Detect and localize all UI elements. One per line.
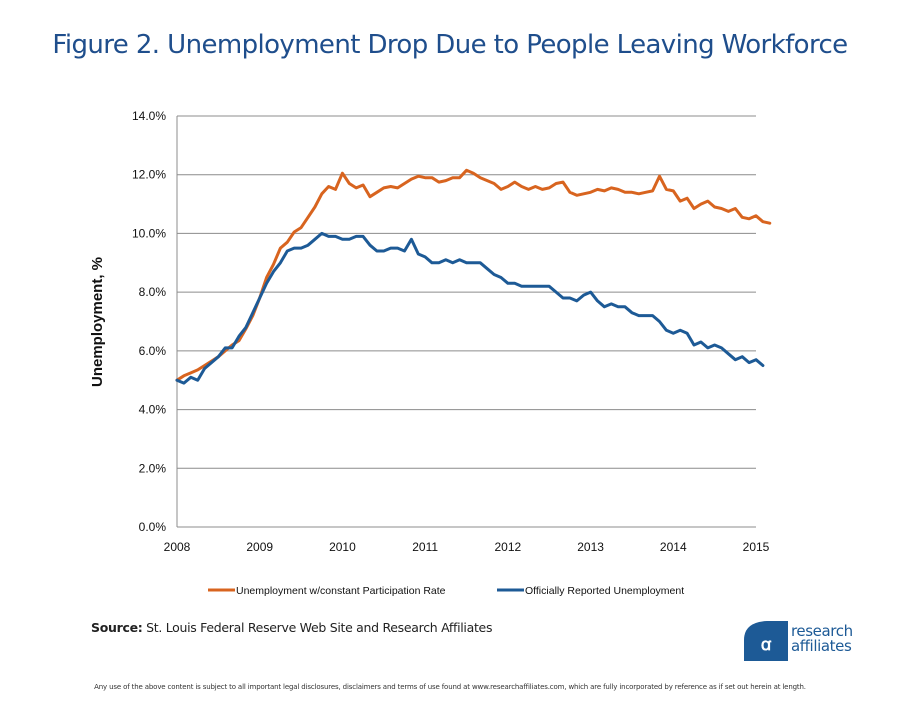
- y-tick-label: 8.0%: [139, 285, 167, 299]
- y-tick-label: 12.0%: [132, 168, 166, 182]
- legal-disclaimer: Any use of the above content is subject …: [94, 683, 806, 691]
- x-tick-label: 2014: [660, 540, 687, 554]
- y-tick-label: 4.0%: [139, 403, 167, 417]
- logo-line-1: research: [791, 622, 853, 640]
- y-tick-label: 14.0%: [132, 109, 166, 123]
- x-tick-label: 2013: [577, 540, 604, 554]
- x-axis-ticks: 2008 2009 2010 2011 2012 2013 2014 2015: [164, 540, 770, 554]
- y-tick-label: 6.0%: [139, 344, 167, 358]
- x-tick-label: 2010: [329, 540, 356, 554]
- series-lines: [175, 168, 772, 385]
- y-tick-label: 10.0%: [132, 226, 166, 240]
- legend-label: Unemployment w/constant Participation Ra…: [236, 585, 446, 597]
- x-tick-label: 2011: [412, 540, 438, 554]
- series-line-constant-participation: [175, 168, 772, 382]
- logo-line-2: affiliates: [791, 637, 852, 655]
- legend-item: Unemployment w/constant Participation Ra…: [208, 585, 446, 597]
- research-affiliates-logo: ꭤ research affiliates: [742, 620, 872, 662]
- y-axis-label: Unemployment, %: [89, 257, 106, 387]
- legend: Unemployment w/constant Participation Ra…: [208, 585, 684, 597]
- axes: [176, 116, 756, 528]
- source-label: Source:: [91, 620, 143, 635]
- x-tick-label: 2008: [164, 540, 191, 554]
- x-tick-label: 2012: [495, 540, 522, 554]
- source-text: St. Louis Federal Reserve Web Site and R…: [142, 620, 493, 635]
- x-tick-label: 2015: [743, 540, 770, 554]
- source-note: Source: St. Louis Federal Reserve Web Si…: [91, 620, 492, 635]
- legend-label: Officially Reported Unemployment: [525, 585, 684, 597]
- series-line-official: [175, 231, 765, 385]
- research-affiliates-logo-icon: ꭤ: [744, 621, 788, 661]
- y-tick-label: 2.0%: [139, 461, 167, 475]
- legend-item: Officially Reported Unemployment: [497, 585, 684, 597]
- y-axis-ticks: 0.0% 2.0% 4.0% 6.0% 8.0% 10.0% 12.0% 14.0%: [132, 109, 166, 534]
- chart-title: Figure 2. Unemployment Drop Due to Peopl…: [52, 30, 848, 60]
- svg-text:ꭤ: ꭤ: [761, 635, 772, 655]
- y-tick-label: 0.0%: [139, 520, 167, 534]
- x-tick-label: 2009: [246, 540, 273, 554]
- logo-text: research affiliates: [791, 624, 853, 654]
